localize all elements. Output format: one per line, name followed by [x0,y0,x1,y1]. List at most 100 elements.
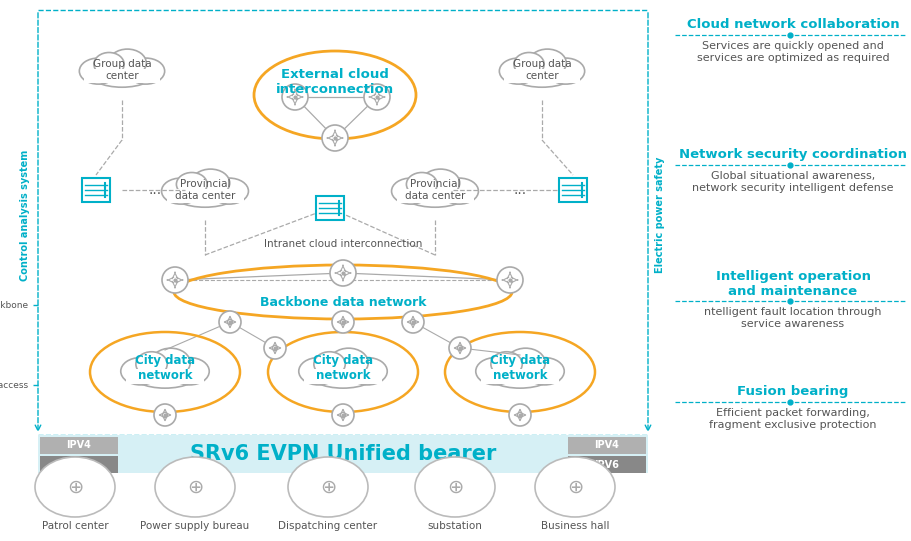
Ellipse shape [128,354,201,388]
Ellipse shape [491,352,522,377]
Ellipse shape [314,352,345,377]
Text: ntelligent fault location through
service awareness: ntelligent fault location through servic… [704,307,882,328]
Ellipse shape [79,58,118,84]
Text: substation: substation [427,521,483,531]
Text: Network security coordination: Network security coordination [679,148,907,161]
Circle shape [497,267,523,293]
Text: Global situational awareness,
network security intelligent defense: Global situational awareness, network se… [692,171,894,193]
Circle shape [154,404,176,426]
Text: ...: ... [148,183,161,197]
Circle shape [162,267,188,293]
Text: Provincial
data center: Provincial data center [175,179,235,201]
Ellipse shape [399,175,471,207]
Circle shape [264,337,286,359]
Text: IPV4: IPV4 [595,440,619,451]
Circle shape [364,84,390,110]
Circle shape [332,311,354,333]
Text: Intranet cloud interconnection: Intranet cloud interconnection [264,239,422,249]
Ellipse shape [535,457,615,517]
Ellipse shape [484,354,557,388]
Ellipse shape [35,457,115,517]
Text: Group data
center: Group data center [93,59,151,81]
Ellipse shape [121,358,160,385]
FancyBboxPatch shape [38,435,648,473]
Ellipse shape [151,348,190,378]
Ellipse shape [169,175,241,207]
FancyBboxPatch shape [568,456,646,473]
Circle shape [449,337,471,359]
Ellipse shape [476,358,515,385]
Circle shape [219,311,241,333]
Ellipse shape [528,49,567,77]
Text: Business hall: Business hall [541,521,609,531]
Text: Provincial
data center: Provincial data center [404,179,466,201]
Circle shape [322,125,348,151]
Ellipse shape [547,58,585,84]
Text: Backbone data network: Backbone data network [260,296,426,309]
Ellipse shape [506,348,545,378]
Text: External cloud
interconnection: External cloud interconnection [276,68,394,96]
Ellipse shape [210,178,249,204]
Text: City data
network: City data network [313,354,374,382]
Text: ⊕: ⊕ [567,478,583,497]
Ellipse shape [87,55,157,87]
FancyBboxPatch shape [82,178,110,202]
Ellipse shape [415,457,495,517]
Text: City data
network: City data network [135,354,195,382]
Ellipse shape [299,358,338,385]
Circle shape [402,311,424,333]
Text: IPV6: IPV6 [67,459,91,470]
Ellipse shape [329,348,368,378]
Text: ⊕: ⊕ [446,478,463,497]
Text: City data
network: City data network [490,354,550,382]
Text: Cloud network collaboration: Cloud network collaboration [687,18,899,31]
Ellipse shape [288,457,368,517]
Ellipse shape [499,58,537,84]
Text: Fusion bearing: Fusion bearing [737,385,849,398]
FancyBboxPatch shape [316,196,344,220]
Circle shape [509,404,531,426]
FancyBboxPatch shape [559,178,587,202]
Ellipse shape [392,178,430,204]
Text: City access: City access [0,380,28,390]
Ellipse shape [177,173,207,196]
Ellipse shape [170,358,210,385]
Text: Control analysis system: Control analysis system [20,149,30,281]
Ellipse shape [440,178,478,204]
Text: IPV4: IPV4 [67,440,91,451]
Text: Electric power safety: Electric power safety [655,157,665,273]
FancyBboxPatch shape [167,189,243,203]
FancyBboxPatch shape [40,456,118,473]
Text: SRv6 EVPN Unified bearer: SRv6 EVPN Unified bearer [189,444,496,464]
Text: Intelligent operation
and maintenance: Intelligent operation and maintenance [715,270,871,298]
Text: backbone: backbone [0,300,28,309]
Ellipse shape [127,58,165,84]
Circle shape [282,84,308,110]
Ellipse shape [421,169,460,197]
Circle shape [330,260,356,286]
Ellipse shape [94,52,124,76]
Ellipse shape [108,49,147,77]
FancyBboxPatch shape [126,370,204,384]
Ellipse shape [191,169,230,197]
Ellipse shape [348,358,387,385]
Ellipse shape [161,178,200,204]
Text: Services are quickly opened and
services are optimized as required: Services are quickly opened and services… [697,41,889,63]
FancyBboxPatch shape [84,69,159,83]
FancyBboxPatch shape [303,370,383,384]
Text: ⊕: ⊕ [320,478,336,497]
Ellipse shape [525,358,564,385]
FancyBboxPatch shape [40,437,118,454]
Text: ⊕: ⊕ [187,478,203,497]
Ellipse shape [507,55,577,87]
Ellipse shape [406,173,437,196]
Ellipse shape [136,352,168,377]
Text: Dispatching center: Dispatching center [279,521,377,531]
Text: ...: ... [514,183,527,197]
Text: IPV6: IPV6 [595,459,619,470]
Text: Efficient packet forwarding,
fragment exclusive protection: Efficient packet forwarding, fragment ex… [710,408,876,430]
Ellipse shape [514,52,544,76]
FancyBboxPatch shape [396,189,474,203]
Ellipse shape [307,354,379,388]
Text: ⊕: ⊕ [67,478,83,497]
